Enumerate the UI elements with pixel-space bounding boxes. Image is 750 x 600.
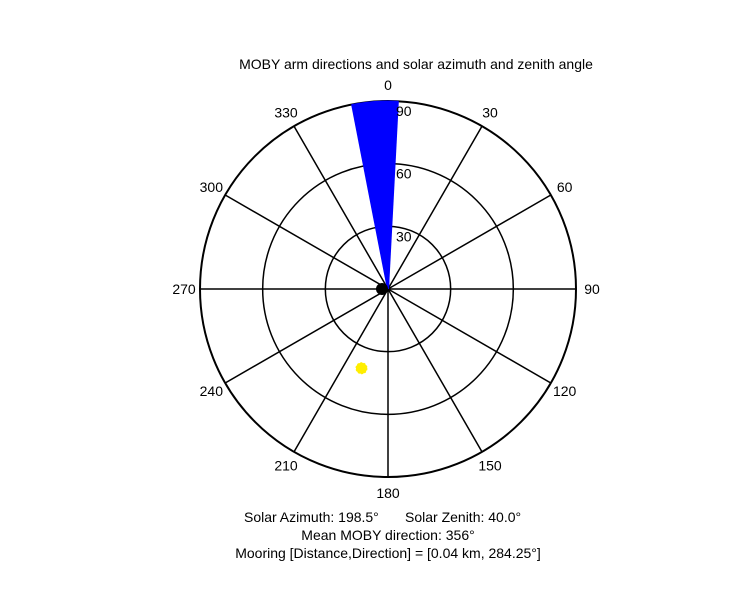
mean-moby-direction-caption: Mean MOBY direction: 356° xyxy=(301,527,474,543)
angle-tick-0: 0 xyxy=(384,77,392,93)
angle-tick-30: 30 xyxy=(482,104,498,120)
spoke-330 xyxy=(293,125,389,290)
spoke-150 xyxy=(387,288,483,453)
angle-tick-180: 180 xyxy=(376,485,400,501)
moby-center-marker xyxy=(376,283,388,295)
spoke-240 xyxy=(224,288,389,384)
solar-zenith-caption: Solar Zenith: 40.0° xyxy=(405,509,521,525)
angle-tick-120: 120 xyxy=(553,383,577,399)
spoke-60 xyxy=(387,194,552,290)
markers xyxy=(355,283,388,375)
moby-arm-directions xyxy=(351,100,399,290)
angle-tick-330: 330 xyxy=(274,104,298,120)
spoke-120 xyxy=(387,288,552,384)
angle-tick-300: 300 xyxy=(200,179,224,195)
radial-tick-60: 60 xyxy=(396,166,412,182)
polar-tick-labels: 0 30 60 90 120 150 180 210 240 270 300 330 30 60 90 xyxy=(172,77,600,501)
angle-tick-270: 270 xyxy=(172,281,196,297)
angle-tick-210: 210 xyxy=(274,458,298,474)
polar-grid xyxy=(199,100,577,478)
spoke-210 xyxy=(293,288,389,453)
solar-azimuth-caption: Solar Azimuth: 198.5° xyxy=(244,509,379,525)
arm-direction-wedge xyxy=(351,100,399,290)
spoke-30 xyxy=(387,125,483,290)
angle-tick-150: 150 xyxy=(478,458,502,474)
angle-tick-90: 90 xyxy=(584,281,600,297)
spoke-300 xyxy=(224,194,389,290)
sun-marker xyxy=(355,362,368,375)
chart-title: MOBY arm directions and solar azimuth an… xyxy=(239,56,593,72)
angle-tick-60: 60 xyxy=(557,179,573,195)
radial-tick-90: 90 xyxy=(396,103,412,119)
angle-tick-240: 240 xyxy=(200,383,224,399)
mooring-caption: Mooring [Distance,Direction] = [0.04 km,… xyxy=(235,545,541,561)
radial-tick-30: 30 xyxy=(396,228,412,244)
